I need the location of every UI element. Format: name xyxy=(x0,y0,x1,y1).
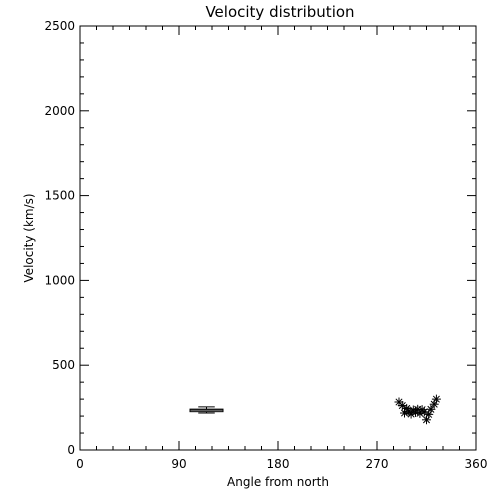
x-tick-label: 90 xyxy=(171,457,186,471)
y-tick-label: 2500 xyxy=(44,19,75,33)
asterisk-stroke xyxy=(427,405,435,413)
velocity-boxplot xyxy=(189,406,224,414)
y-tick-label: 0 xyxy=(67,443,75,457)
y-axis-label: Velocity (km/s) xyxy=(22,193,36,282)
data-points xyxy=(394,394,441,425)
asterisk-stroke xyxy=(395,398,403,406)
y-tick-label: 2000 xyxy=(44,104,75,118)
y-tick-label: 500 xyxy=(52,358,75,372)
asterisk-stroke xyxy=(432,395,440,403)
x-tick-label: 0 xyxy=(76,457,84,471)
asterisk-point xyxy=(431,394,441,404)
x-axis-label: Angle from north xyxy=(227,475,329,489)
x-tick-label: 360 xyxy=(465,457,488,471)
asterisk-point xyxy=(426,404,436,414)
x-tick-label: 180 xyxy=(267,457,290,471)
chart-title: Velocity distribution xyxy=(205,3,354,21)
asterisk-stroke xyxy=(398,402,406,410)
axis-ticks xyxy=(79,25,477,451)
y-tick-label: 1000 xyxy=(44,273,75,287)
axis-tick-labels: 0 90 180 270 360 0 500 1000 1500 2000 2500 xyxy=(44,19,487,471)
plot-frame xyxy=(79,25,477,451)
x-tick-label: 270 xyxy=(366,457,389,471)
y-tick-label: 1500 xyxy=(44,189,75,203)
